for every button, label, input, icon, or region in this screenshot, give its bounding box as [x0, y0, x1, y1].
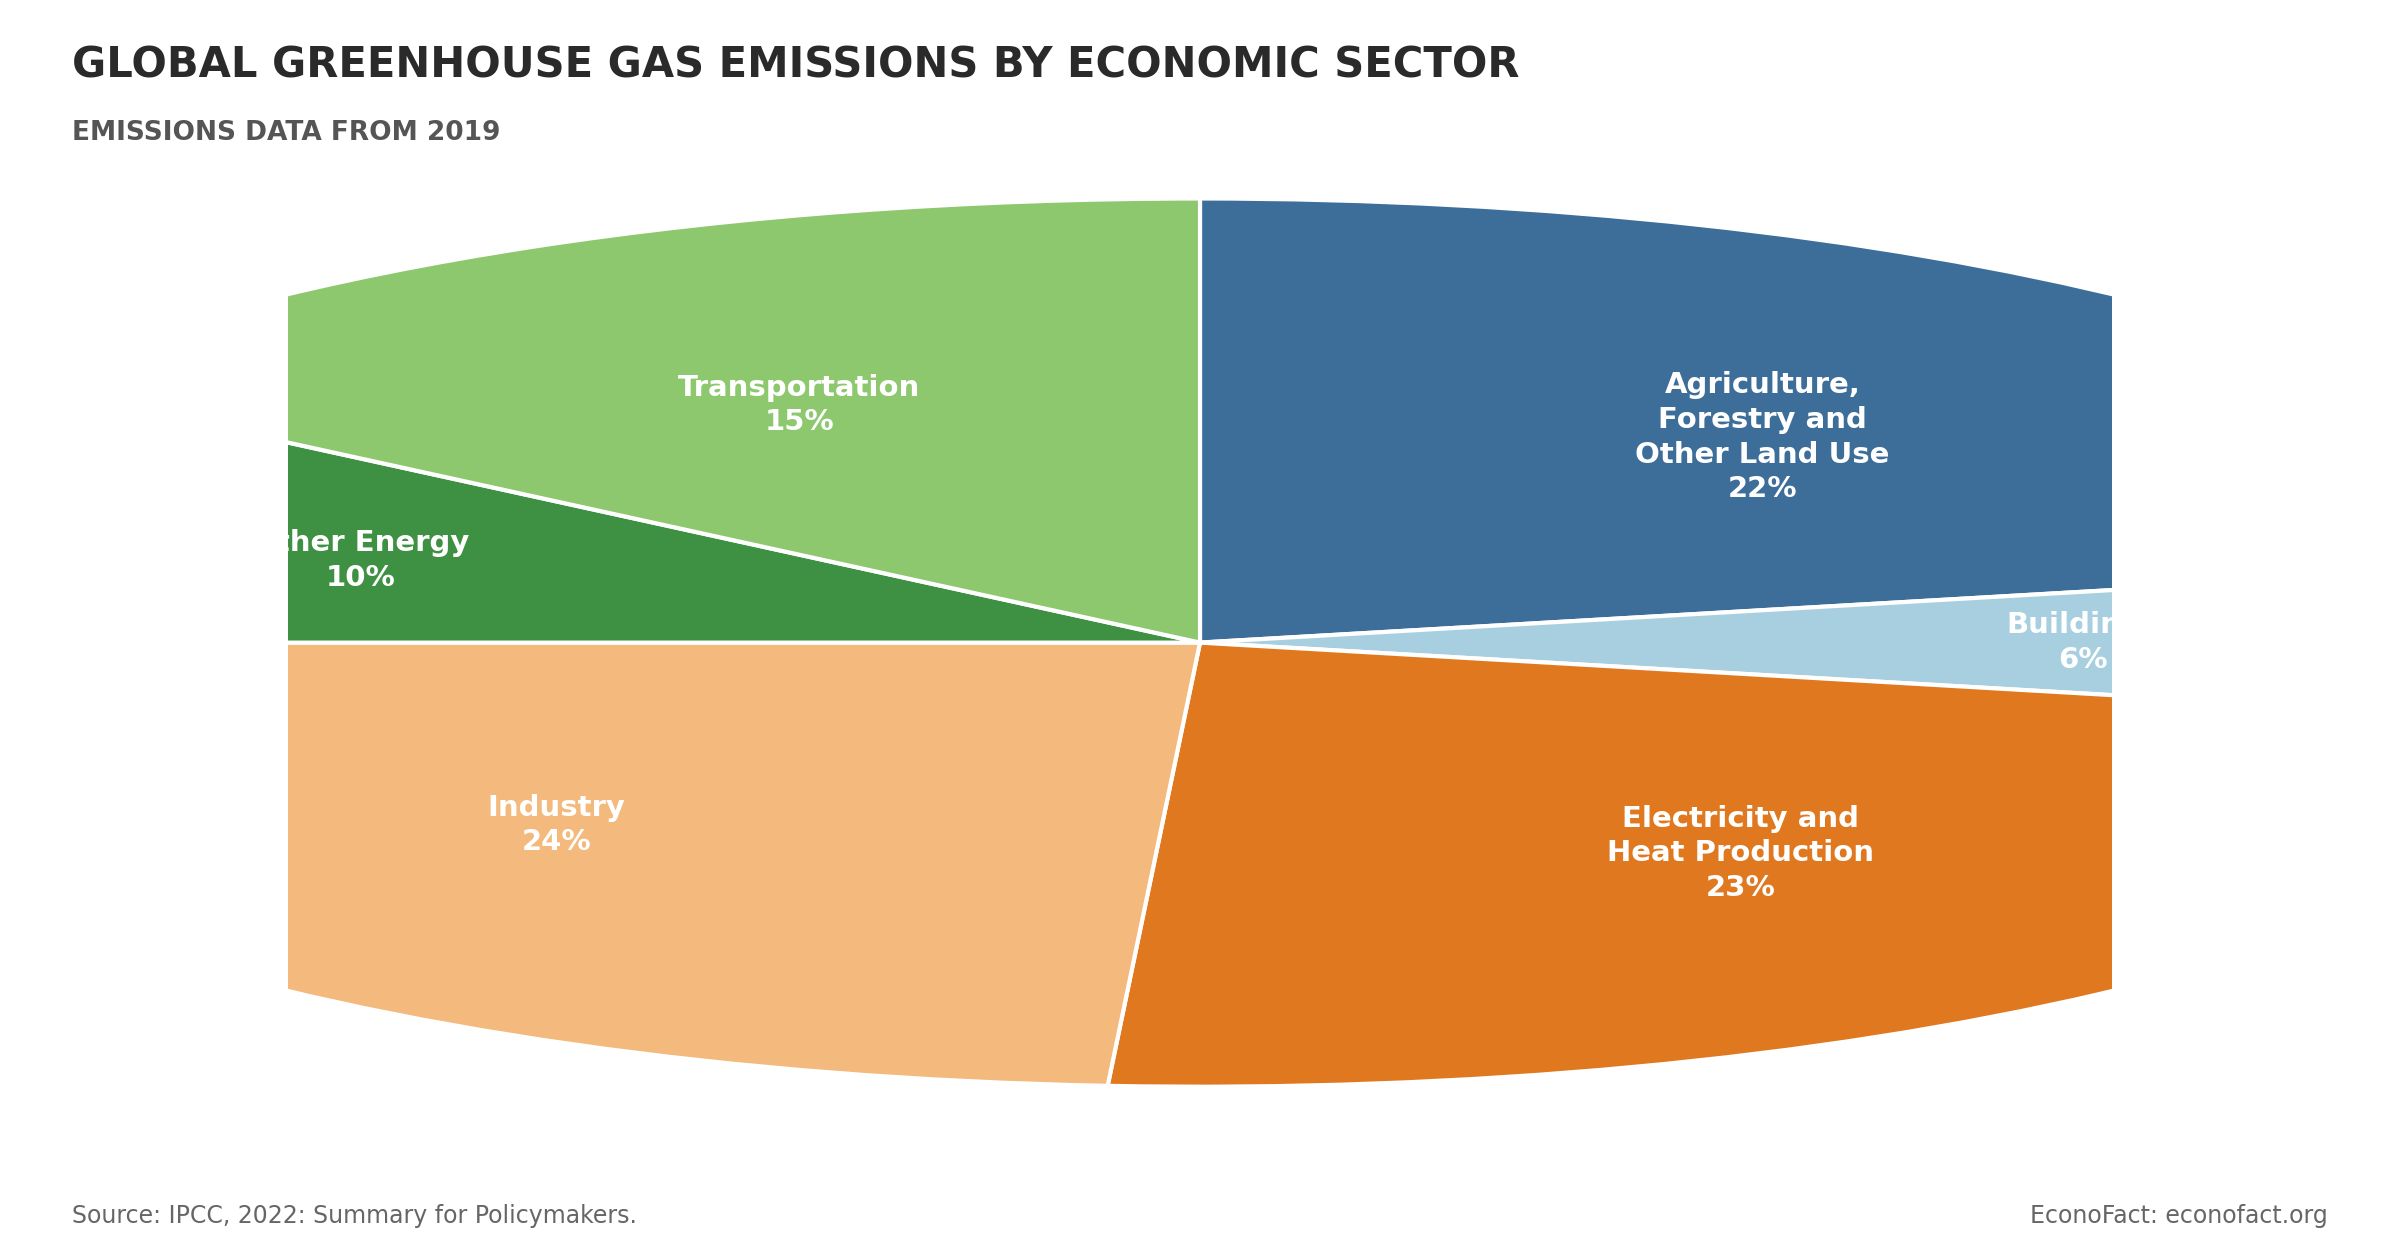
Text: EMISSIONS DATA FROM 2019: EMISSIONS DATA FROM 2019 — [72, 120, 502, 146]
Text: Other Energy
10%: Other Energy 10% — [252, 529, 470, 591]
Wedge shape — [1200, 199, 2400, 643]
Text: Transportation
15%: Transportation 15% — [679, 374, 922, 436]
Text: Industry
24%: Industry 24% — [487, 794, 626, 857]
Text: GLOBAL GREENHOUSE GAS EMISSIONS BY ECONOMIC SECTOR: GLOBAL GREENHOUSE GAS EMISSIONS BY ECONO… — [72, 44, 1519, 86]
Text: Buildings
6%: Buildings 6% — [2006, 611, 2160, 674]
Wedge shape — [0, 643, 1200, 1086]
Wedge shape — [0, 382, 1200, 643]
Text: Electricity and
Heat Production
23%: Electricity and Heat Production 23% — [1608, 805, 1874, 902]
Text: Agriculture,
Forestry and
Other Land Use
22%: Agriculture, Forestry and Other Land Use… — [1634, 372, 1889, 503]
Wedge shape — [1109, 643, 2400, 1086]
Text: EconoFact: econofact.org: EconoFact: econofact.org — [2030, 1205, 2328, 1228]
Text: Source: IPCC, 2022: Summary for Policymakers.: Source: IPCC, 2022: Summary for Policyma… — [72, 1205, 636, 1228]
Wedge shape — [1200, 559, 2400, 726]
Wedge shape — [10, 199, 1200, 643]
